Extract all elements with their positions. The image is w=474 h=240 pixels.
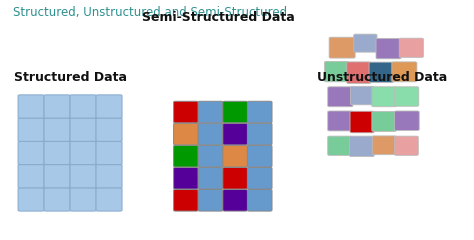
FancyBboxPatch shape — [198, 145, 223, 167]
FancyBboxPatch shape — [395, 111, 419, 130]
FancyBboxPatch shape — [198, 190, 223, 211]
Text: Semi-Structured Data: Semi-Structured Data — [142, 11, 294, 24]
FancyBboxPatch shape — [44, 95, 70, 118]
FancyBboxPatch shape — [96, 141, 122, 165]
FancyBboxPatch shape — [96, 95, 122, 118]
FancyBboxPatch shape — [223, 123, 247, 145]
FancyBboxPatch shape — [70, 118, 96, 141]
FancyBboxPatch shape — [44, 141, 70, 165]
FancyBboxPatch shape — [173, 123, 198, 145]
FancyBboxPatch shape — [329, 37, 355, 58]
FancyBboxPatch shape — [173, 101, 198, 123]
FancyBboxPatch shape — [44, 165, 70, 188]
FancyBboxPatch shape — [354, 34, 377, 52]
FancyBboxPatch shape — [325, 61, 349, 82]
FancyBboxPatch shape — [44, 118, 70, 141]
FancyBboxPatch shape — [328, 136, 352, 155]
FancyBboxPatch shape — [247, 123, 272, 145]
FancyBboxPatch shape — [18, 95, 44, 118]
FancyBboxPatch shape — [96, 118, 122, 141]
FancyBboxPatch shape — [18, 141, 44, 165]
FancyBboxPatch shape — [198, 168, 223, 189]
FancyBboxPatch shape — [18, 165, 44, 188]
FancyBboxPatch shape — [223, 145, 247, 167]
FancyBboxPatch shape — [223, 190, 247, 211]
FancyBboxPatch shape — [18, 188, 44, 211]
FancyBboxPatch shape — [70, 188, 96, 211]
FancyBboxPatch shape — [376, 38, 401, 59]
FancyBboxPatch shape — [392, 62, 417, 82]
FancyBboxPatch shape — [399, 38, 423, 57]
FancyBboxPatch shape — [173, 168, 198, 189]
FancyBboxPatch shape — [223, 101, 247, 123]
FancyBboxPatch shape — [372, 87, 396, 107]
FancyBboxPatch shape — [173, 190, 198, 211]
FancyBboxPatch shape — [395, 136, 418, 155]
Text: Structured, Unstructured and Semi-Structured: Structured, Unstructured and Semi-Struct… — [13, 6, 287, 19]
FancyBboxPatch shape — [223, 168, 247, 189]
FancyBboxPatch shape — [173, 145, 198, 167]
FancyBboxPatch shape — [247, 190, 272, 211]
FancyBboxPatch shape — [18, 118, 44, 141]
FancyBboxPatch shape — [349, 136, 374, 156]
FancyBboxPatch shape — [96, 165, 122, 188]
FancyBboxPatch shape — [247, 145, 272, 167]
Text: Unstructured Data: Unstructured Data — [317, 71, 447, 84]
FancyBboxPatch shape — [44, 188, 70, 211]
FancyBboxPatch shape — [328, 111, 353, 131]
FancyBboxPatch shape — [198, 101, 223, 123]
FancyBboxPatch shape — [369, 62, 394, 83]
FancyBboxPatch shape — [372, 111, 396, 131]
FancyBboxPatch shape — [347, 62, 371, 84]
FancyBboxPatch shape — [247, 101, 272, 123]
FancyBboxPatch shape — [70, 165, 96, 188]
FancyBboxPatch shape — [198, 123, 223, 145]
FancyBboxPatch shape — [395, 87, 419, 106]
FancyBboxPatch shape — [96, 188, 122, 211]
FancyBboxPatch shape — [350, 86, 374, 105]
FancyBboxPatch shape — [328, 87, 353, 107]
FancyBboxPatch shape — [350, 111, 374, 133]
FancyBboxPatch shape — [70, 95, 96, 118]
FancyBboxPatch shape — [247, 168, 272, 189]
FancyBboxPatch shape — [372, 136, 396, 155]
Text: Structured Data: Structured Data — [15, 71, 128, 84]
FancyBboxPatch shape — [70, 141, 96, 165]
